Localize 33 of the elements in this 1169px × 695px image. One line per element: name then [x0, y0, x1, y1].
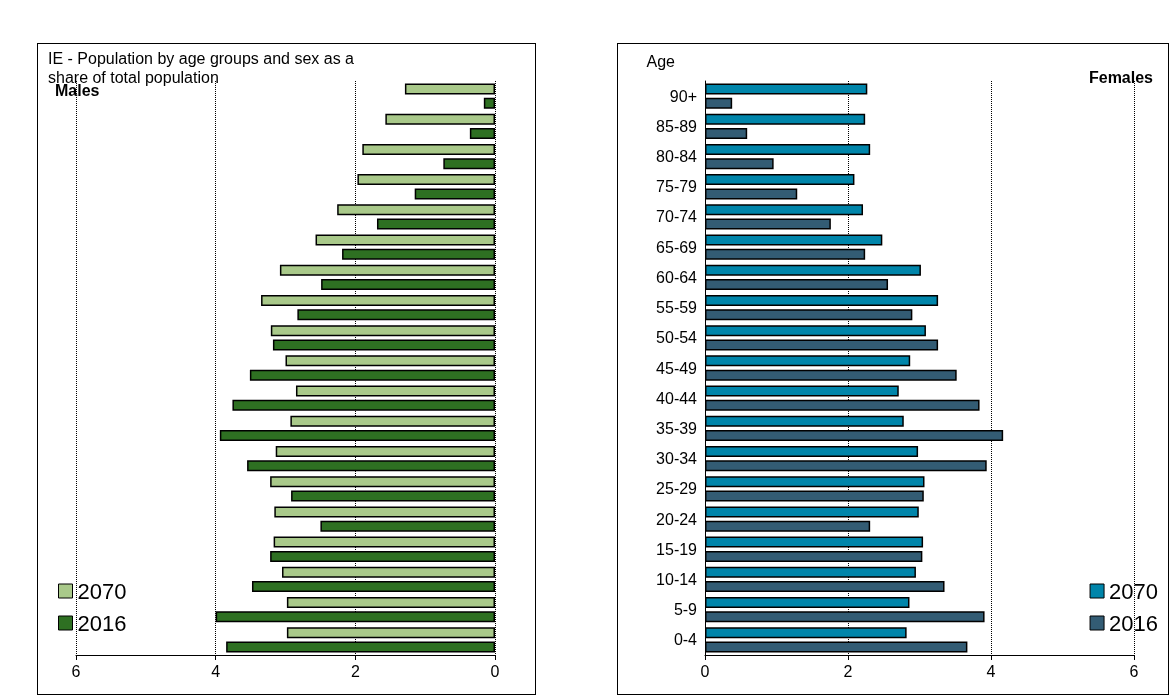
x-tick-label: 2 [350, 662, 360, 680]
y-tick-label: 0-4 [673, 631, 698, 649]
x-tick-label: 2 [843, 662, 853, 680]
y-tick-label: 5-9 [673, 601, 698, 619]
y-tick-label: 65-69 [656, 238, 698, 256]
y-tick-label: 50-54 [656, 329, 698, 347]
y-tick-label: 20-24 [656, 510, 698, 528]
legend-label: 2070 [77, 578, 127, 604]
y-tick-label: 75-79 [656, 178, 698, 196]
legend-label: 2070 [1109, 578, 1159, 604]
y-tick-label: 85-89 [656, 117, 698, 135]
chart-subtitle: Females [1088, 68, 1154, 86]
y-tick-label: 80-84 [656, 148, 698, 166]
y-tick-label: 70-74 [656, 208, 698, 226]
x-tick-label: 6 [1129, 662, 1139, 680]
x-tick-label: 4 [986, 662, 996, 680]
y-tick-label: 45-49 [656, 359, 698, 377]
y-tick-label: 60-64 [656, 268, 698, 286]
y-axis-title: Age [646, 52, 676, 70]
x-tick-label: 0 [700, 662, 710, 680]
y-tick-label: 10-14 [656, 570, 698, 588]
y-tick-label: 55-59 [656, 299, 698, 317]
y-tick-label: 30-34 [656, 450, 698, 468]
y-tick-label: 40-44 [656, 389, 698, 407]
legend-label: 2016 [77, 610, 127, 636]
y-tick-label: 15-19 [656, 540, 698, 558]
x-tick-label: 0 [490, 662, 500, 680]
legend-label: 2016 [1109, 610, 1159, 636]
x-tick-label: 6 [71, 662, 81, 680]
y-tick-label: 25-29 [656, 480, 698, 498]
y-tick-label: 90+ [669, 87, 697, 105]
x-tick-label: 4 [211, 662, 221, 680]
y-tick-label: 35-39 [656, 419, 698, 437]
